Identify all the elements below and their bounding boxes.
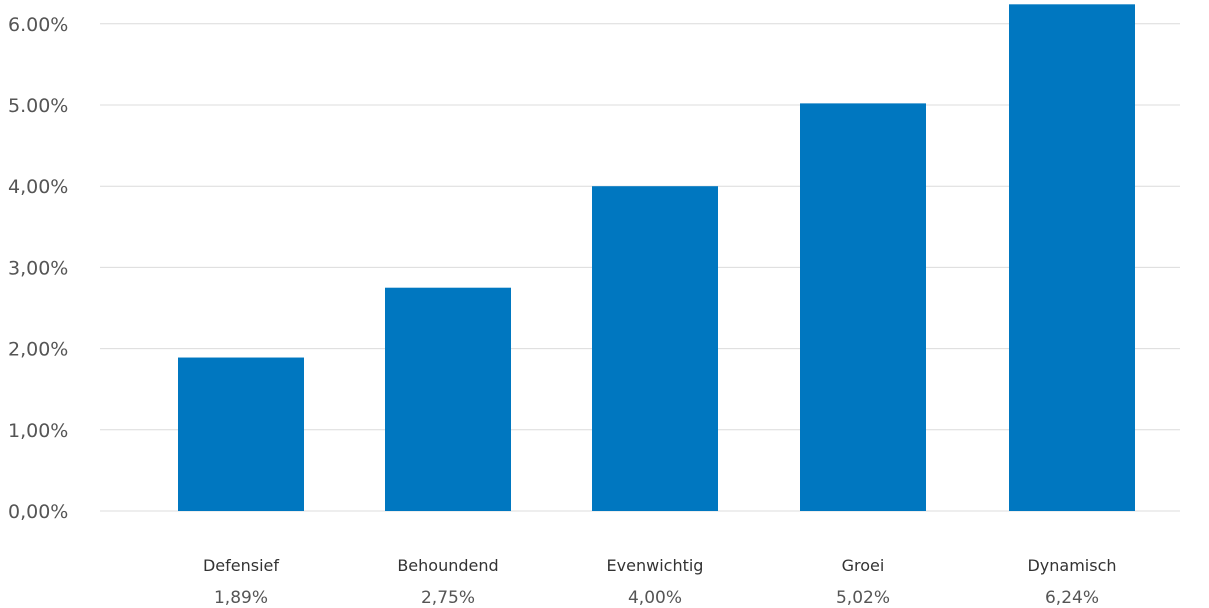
value-label: 6,24% xyxy=(1045,588,1099,608)
bars xyxy=(178,4,1135,511)
category-labels: Defensief Behoundend Evenwichtig Groei Dynam… xyxy=(203,556,1117,575)
category-label: Evenwichtig xyxy=(607,556,704,575)
value-labels: 1,89% 2,75% 4,00% 5,02% 6,24% xyxy=(214,588,1099,608)
category-label: Groei xyxy=(842,556,885,575)
y-axis-tick-labels: 0,00% 1,00% 2,00% 3,00% 4,00% 5.00% 6.00% xyxy=(8,14,68,523)
value-label: 4,00% xyxy=(628,588,682,608)
category-label: Defensief xyxy=(203,556,279,575)
category-label: Behoundend xyxy=(397,556,498,575)
bar-defensief xyxy=(178,357,304,511)
y-tick-label: 3,00% xyxy=(8,257,68,279)
bar-evenwichtig xyxy=(592,186,718,511)
category-label: Dynamisch xyxy=(1027,556,1116,575)
value-label: 2,75% xyxy=(421,588,475,608)
bar-behoundend xyxy=(385,287,511,511)
y-tick-label: 5.00% xyxy=(8,95,68,117)
value-label: 5,02% xyxy=(836,588,890,608)
y-tick-label: 1,00% xyxy=(8,420,68,442)
y-tick-label: 0,00% xyxy=(8,501,68,523)
value-label: 1,89% xyxy=(214,588,268,608)
y-tick-label: 2,00% xyxy=(8,339,68,361)
y-tick-label: 6.00% xyxy=(8,14,68,36)
y-tick-label: 4,00% xyxy=(8,176,68,198)
bar-groei xyxy=(800,103,926,511)
bar-dynamisch xyxy=(1009,4,1135,511)
